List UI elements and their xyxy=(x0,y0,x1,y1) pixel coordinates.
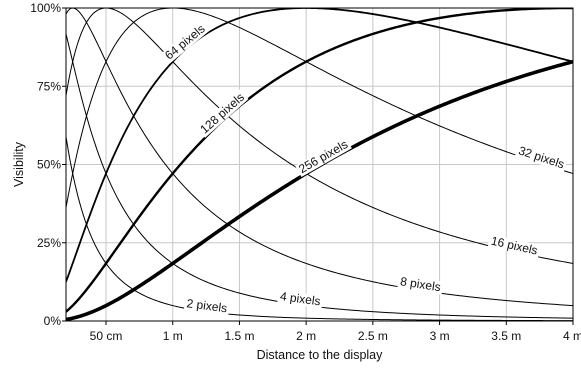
series-label-group: 4 pixels xyxy=(277,289,324,309)
series-curve xyxy=(66,136,573,321)
series-label-group: 8 pixels xyxy=(397,274,444,295)
series-curve xyxy=(66,8,573,313)
series-label-group: 16 pixels xyxy=(487,234,541,259)
x-tick-label: 3.5 m xyxy=(491,329,521,343)
y-tick-label: 75% xyxy=(37,79,61,93)
y-axis-title: Visibility xyxy=(12,141,26,187)
series-label-background xyxy=(295,136,352,178)
series-curve xyxy=(66,8,573,264)
series-label-background xyxy=(277,289,324,309)
x-tick-label: 3 m xyxy=(430,329,450,343)
series-label: 16 pixels xyxy=(490,234,539,258)
series-label-group: 32 pixels xyxy=(514,143,568,173)
series-label: 32 pixels xyxy=(517,143,566,171)
series-label-background xyxy=(487,234,541,259)
series-label-group: 128 pixels xyxy=(196,89,249,138)
series-label-background xyxy=(161,21,210,64)
series-label-background xyxy=(196,89,249,138)
series-label: 2 pixels xyxy=(186,296,228,315)
series-label-background xyxy=(397,274,444,295)
x-axis-title: Distance to the display xyxy=(257,348,384,362)
series-label-background xyxy=(514,143,568,173)
series-label: 4 pixels xyxy=(279,289,321,308)
series-curve xyxy=(66,33,573,319)
x-tick-label: 2 m xyxy=(296,329,316,343)
x-tick-label: 1 m xyxy=(163,329,183,343)
x-axis-ticks: 50 cm 1 m 1.5 m 2 m 2.5 m 3 m 3.5 m 4 m xyxy=(90,321,581,343)
y-tick-label: 50% xyxy=(37,158,61,172)
x-tick-label: 50 cm xyxy=(90,329,123,343)
series-label: 8 pixels xyxy=(399,274,441,294)
x-tick-label: 1.5 m xyxy=(224,329,254,343)
series-curve xyxy=(66,8,573,307)
series-label-group: 256 pixels xyxy=(295,136,352,178)
y-axis-ticks: 0% 25% 50% 75% 100% xyxy=(30,1,66,328)
series-label: 64 pixels xyxy=(162,22,207,63)
y-tick-label: 25% xyxy=(37,236,61,250)
series-curve xyxy=(66,8,573,208)
series-label-background xyxy=(183,296,230,316)
y-tick-label: 100% xyxy=(30,1,61,15)
series-label: 256 pixels xyxy=(296,137,350,176)
y-tick-label: 0% xyxy=(44,314,62,328)
series-labels: 2 pixels 4 pixels 8 pixels 16 pixels 32 pixe… xyxy=(161,21,568,316)
x-tick-label: 4 m xyxy=(563,329,581,343)
series-label-group: 2 pixels xyxy=(183,296,230,316)
series-label-group: 64 pixels xyxy=(161,21,210,64)
x-tick-label: 2.5 m xyxy=(358,329,388,343)
